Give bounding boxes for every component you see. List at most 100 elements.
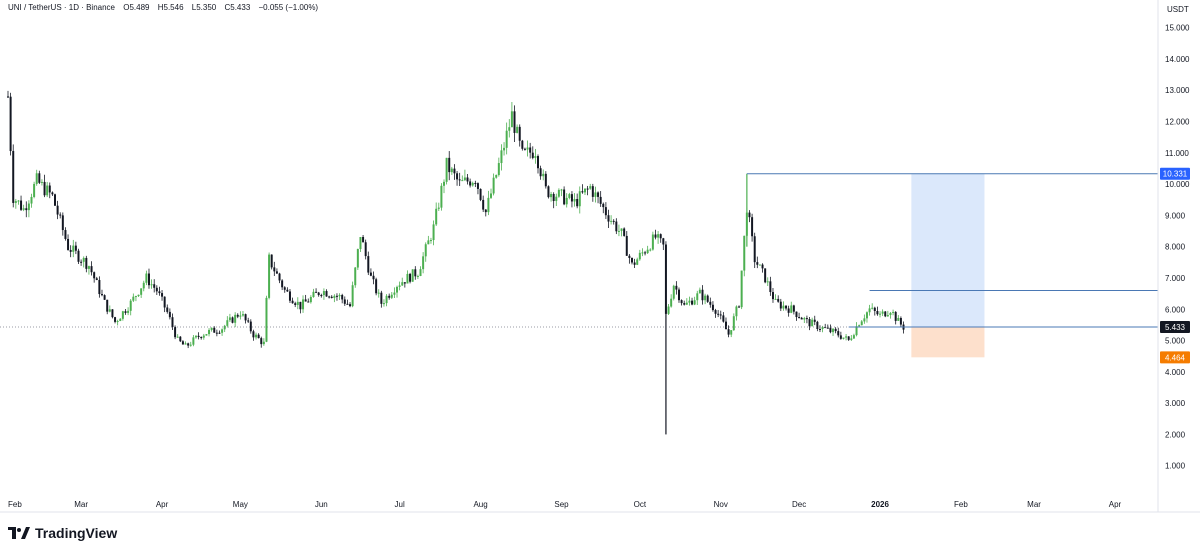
candle-body [382, 303, 385, 305]
candle-body [14, 201, 17, 203]
candle-body [403, 282, 406, 284]
candle-body [93, 272, 96, 279]
candle-body [818, 328, 821, 330]
candle-body [696, 293, 699, 301]
candle-body [302, 299, 305, 310]
candle-body [437, 207, 440, 209]
candle-body [654, 234, 657, 238]
candle-body [526, 147, 529, 150]
time-tick-label: Feb [954, 500, 968, 509]
candle-body [124, 311, 127, 313]
candle-body [659, 234, 662, 239]
candle-body [262, 341, 265, 345]
time-axis[interactable]: Feb Mar Apr May Jun Jul Aug Sep Oct Nov Dec 2026 Feb… [8, 500, 1122, 509]
candle-body [550, 193, 553, 198]
candle-body [479, 188, 482, 200]
candle-body [176, 336, 179, 338]
candle-body [495, 174, 498, 178]
candle-body [43, 181, 46, 196]
target-price-tag [1160, 167, 1190, 180]
candle-body [150, 284, 153, 286]
candle-body [811, 319, 814, 327]
candle-body [432, 224, 435, 241]
price-tick-label: 1.000 [1165, 462, 1186, 471]
symbol-title[interactable]: UNI / TetherUS · 1D · Binance [8, 3, 116, 12]
candle-body [518, 126, 521, 141]
candle-body [641, 252, 644, 254]
candle-body [296, 301, 299, 305]
candle-body [852, 335, 855, 339]
candle-body [25, 208, 28, 211]
candle-body [30, 196, 33, 204]
candle-body [672, 285, 675, 299]
candle-body [268, 254, 271, 298]
candle-body [531, 152, 534, 158]
candle-body [683, 303, 686, 305]
candle-body [701, 289, 704, 301]
candle-body [842, 337, 845, 339]
candle-body [787, 308, 790, 313]
candle-body [873, 307, 876, 312]
candle-body [633, 262, 636, 265]
candle-body [505, 130, 508, 148]
candle-body [401, 282, 404, 286]
candle-body [756, 262, 759, 265]
candle-body [565, 197, 568, 205]
candle-body [568, 194, 571, 198]
candle-body [184, 343, 187, 345]
candle-body [719, 314, 722, 316]
candle-body [158, 291, 161, 294]
candle-body [839, 335, 842, 339]
candle-body [364, 242, 367, 257]
tradingview-logo[interactable]: TradingView [8, 524, 117, 542]
target-zone[interactable] [911, 173, 985, 327]
candle-body [560, 189, 563, 191]
candle-body [578, 191, 581, 207]
candle-body [722, 315, 725, 322]
candle-body [265, 297, 268, 342]
candle-body [777, 298, 780, 302]
candle-body [9, 96, 12, 152]
candle-body [516, 126, 519, 133]
candle-body [192, 337, 195, 345]
time-tick-label: 2026 [871, 500, 889, 509]
candle-body [121, 311, 124, 319]
candle-body [453, 168, 456, 174]
candle-body [461, 180, 464, 182]
candle-body [448, 157, 451, 173]
candle-body [563, 189, 566, 205]
candle-body [187, 343, 190, 346]
levels-layer [0, 173, 1158, 328]
candle-body [283, 287, 286, 290]
candle-body [343, 299, 346, 304]
candle-body [492, 177, 495, 194]
candle-body [155, 287, 158, 292]
candle-body [813, 319, 816, 322]
candle-body [396, 286, 399, 293]
stop-price-tag-text: 4.464 [1165, 353, 1186, 362]
candle-body [670, 298, 673, 307]
candle-body [354, 267, 357, 286]
stop-zone[interactable] [911, 326, 985, 358]
candle-body [80, 261, 83, 263]
candle-body [234, 314, 237, 323]
candle-body [74, 245, 77, 251]
candle-body [294, 303, 297, 305]
price-axis[interactable]: 1.000 2.000 3.000 4.000 5.000 6.000 7.000 8.000… [1165, 24, 1190, 471]
candle-body [231, 317, 234, 323]
candle-body [106, 299, 109, 312]
candle-body [202, 335, 205, 338]
time-tick-label: Apr [156, 500, 169, 509]
price-tick-label: 15.000 [1165, 24, 1190, 33]
candle-body [662, 238, 665, 245]
candle-body [215, 332, 218, 334]
change-value: −0.055 (−1.00%) [258, 3, 319, 12]
candle-body [445, 157, 448, 182]
candle-body [427, 240, 430, 245]
candle-body [751, 217, 754, 237]
candle-body [709, 301, 712, 305]
candle-body [774, 298, 777, 300]
candle-body [698, 289, 701, 294]
candle-body [607, 215, 610, 222]
